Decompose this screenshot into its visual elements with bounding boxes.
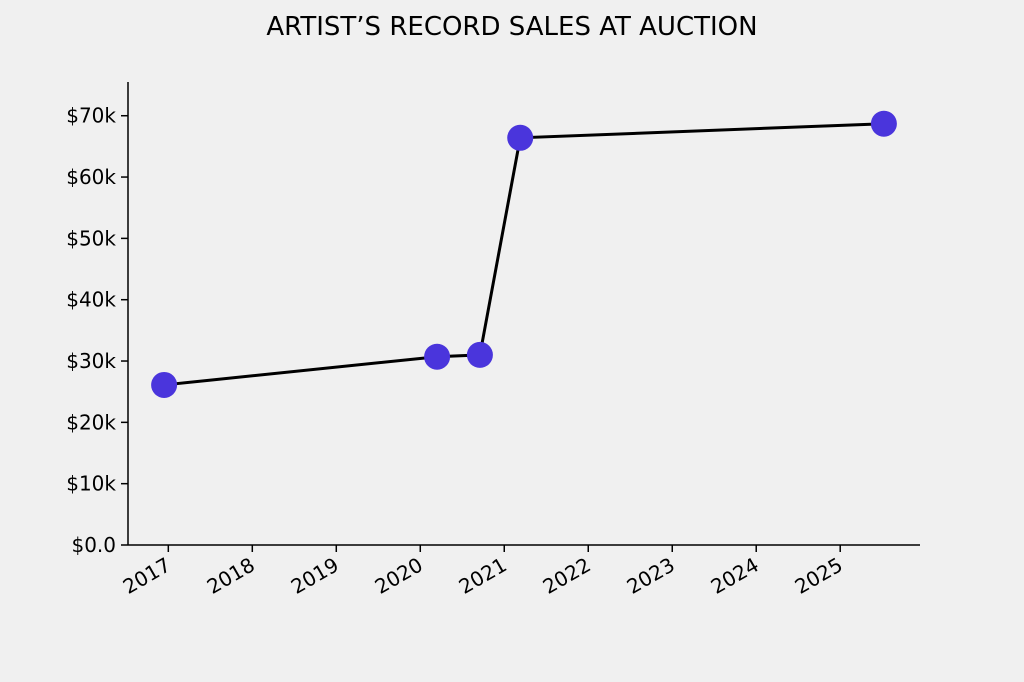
y-tick-label: $50k	[66, 226, 116, 250]
marker	[870, 110, 897, 137]
marker	[151, 371, 178, 398]
marker	[424, 343, 451, 370]
y-tick-label: $60k	[66, 165, 116, 189]
y-tick-label: $0.0	[71, 533, 116, 557]
y-tick-label: $30k	[66, 349, 116, 373]
marker	[466, 341, 493, 368]
chart-title: ARTIST’S RECORD SALES AT AUCTION	[266, 12, 757, 42]
marker	[507, 124, 534, 151]
y-tick-label: $20k	[66, 410, 116, 434]
y-tick-label: $10k	[66, 472, 116, 496]
y-tick-label: $40k	[66, 288, 116, 312]
y-tick-label: $70k	[66, 104, 116, 128]
